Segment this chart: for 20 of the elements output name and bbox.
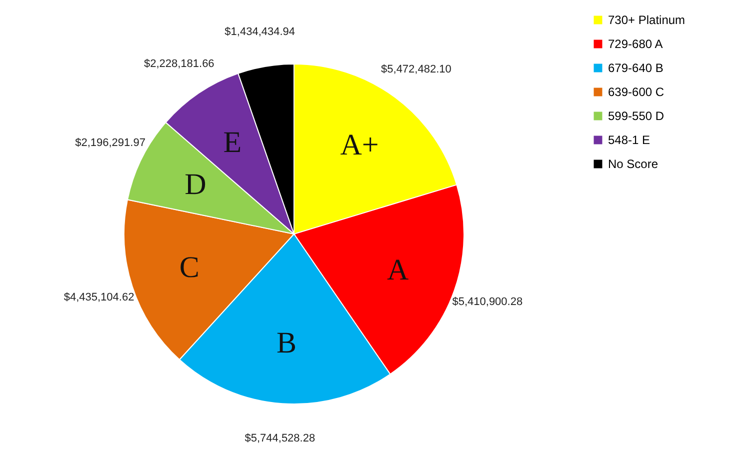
text: C (179, 250, 200, 284)
text: A+ (340, 128, 379, 162)
data-label: $2,228,181.66 (144, 58, 214, 70)
legend-label: No Score (608, 157, 658, 171)
legend-label: 729-680 A (608, 37, 663, 51)
data-label: $4,435,104.62 (64, 291, 134, 304)
legend-label: 730+ Platinum (608, 13, 686, 27)
data-label: $5,744,528.28 (244, 432, 316, 445)
data-label: $5,410,900.28 (452, 296, 523, 308)
text: E (223, 126, 242, 159)
data-label: $5,472,482.10 (381, 63, 452, 76)
data-label: $2,196,291.97 (75, 137, 146, 150)
text: A (386, 253, 409, 286)
text: D (184, 168, 206, 202)
data-label: $1,434,434.94 (224, 26, 296, 38)
text: B (276, 326, 296, 360)
legend-label: 639-600 C (608, 85, 664, 99)
legend-label: 679-640 B (608, 61, 664, 75)
legend-label: 548-1 E (608, 133, 650, 147)
legend-label: 599-550 D (608, 109, 664, 123)
